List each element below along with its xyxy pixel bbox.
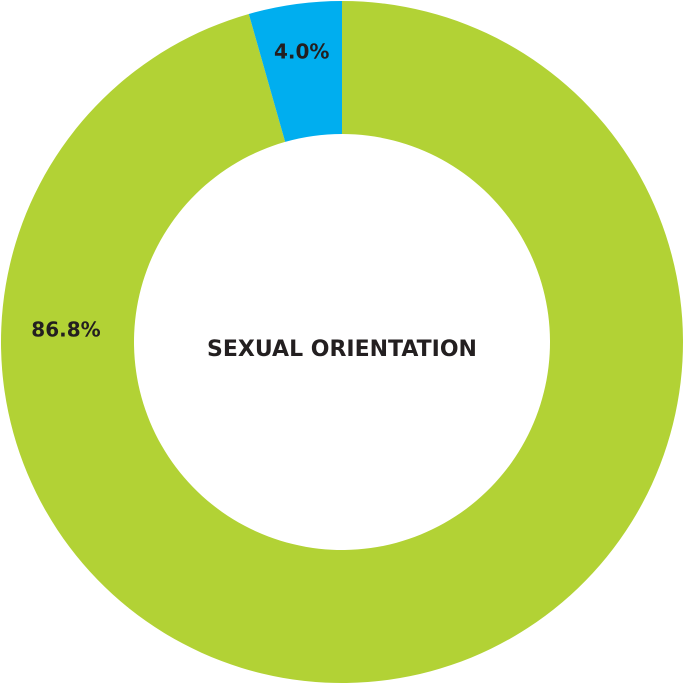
- chart-title: SEXUAL ORIENTATION: [207, 337, 477, 362]
- data-label: 86.8%: [31, 318, 100, 342]
- data-label: 4.0%: [274, 39, 329, 63]
- slice: [248, 1, 342, 142]
